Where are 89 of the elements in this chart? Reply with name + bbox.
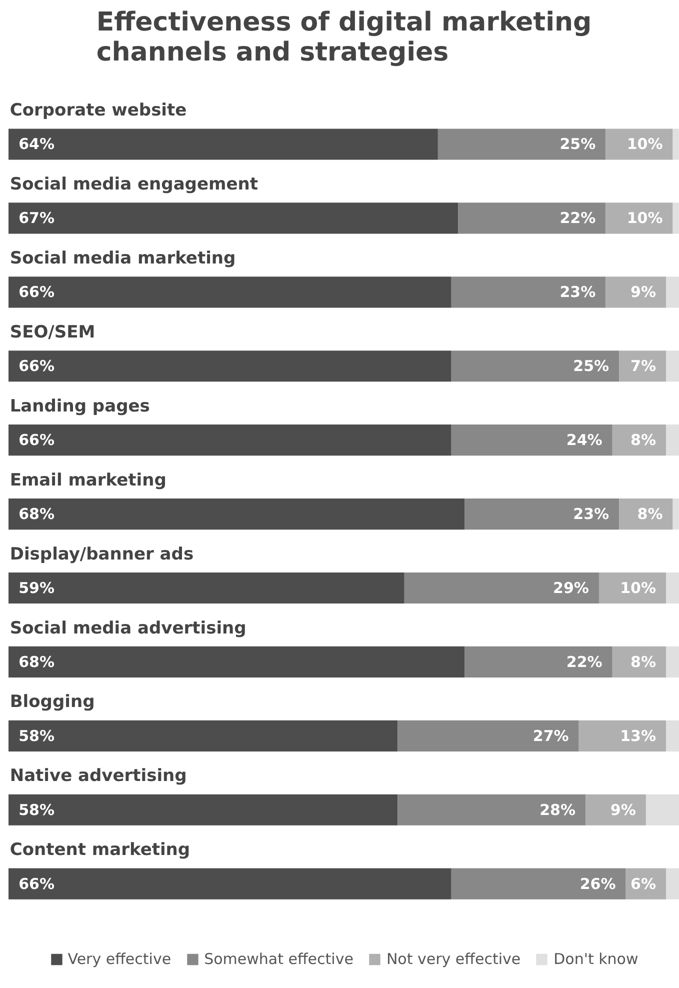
bar	[578, 720, 666, 752]
bar	[8, 350, 452, 382]
bar	[619, 350, 666, 382]
data-label: 66%	[18, 874, 54, 893]
bar	[451, 424, 612, 456]
bar	[606, 202, 673, 234]
data-label: 26%	[580, 874, 616, 893]
data-label: 27%	[532, 726, 569, 745]
bar	[666, 424, 679, 456]
bar	[451, 868, 626, 900]
data-label: 13%	[620, 726, 656, 745]
y-tick-label: Native advertising	[10, 766, 187, 786]
bar	[438, 128, 606, 160]
bar	[672, 202, 679, 234]
bar	[8, 646, 465, 678]
data-label: 8%	[630, 431, 656, 450]
data-label: 10%	[626, 209, 663, 228]
bar	[666, 350, 679, 382]
bar	[8, 572, 404, 604]
y-tick-label: Social media advertising	[10, 618, 246, 638]
bar	[8, 498, 465, 530]
bar	[464, 646, 612, 678]
data-label: 66%	[18, 357, 54, 376]
bar	[666, 868, 679, 900]
bar	[666, 720, 679, 752]
y-tick-label: Email marketing	[10, 470, 166, 490]
y-tick-label: Social media marketing	[10, 248, 236, 268]
bar	[8, 276, 452, 308]
bar	[8, 128, 438, 160]
bar	[8, 720, 398, 752]
data-label: 22%	[566, 652, 602, 671]
y-tick-label: Display/banner ads	[10, 544, 194, 564]
data-label: 29%	[553, 578, 589, 597]
data-label: 25%	[560, 135, 596, 154]
legend-label: Very effective	[68, 950, 172, 968]
data-label: 59%	[18, 578, 54, 597]
y-tick-label: Corporate website	[10, 100, 187, 121]
legend-label: Not very effective	[386, 950, 521, 968]
data-label: 7%	[630, 357, 656, 376]
data-label: 10%	[620, 578, 656, 597]
data-label: 58%	[18, 800, 54, 819]
y-tick-label: Blogging	[10, 692, 95, 712]
bar	[586, 794, 646, 826]
data-label: 66%	[18, 431, 54, 450]
bar	[672, 128, 679, 160]
chart-title: Effectiveness of digital marketing channels and strategies	[96, 8, 592, 68]
data-label: 24%	[566, 431, 602, 450]
bar	[404, 572, 599, 604]
data-label: 64%	[18, 135, 54, 154]
bar	[8, 424, 452, 456]
bar	[672, 498, 679, 530]
bar	[458, 202, 606, 234]
data-label: 8%	[630, 652, 656, 671]
y-tick-label: Social media engagement	[10, 174, 258, 195]
bar	[8, 868, 452, 900]
bar	[398, 720, 579, 752]
data-label: 9%	[610, 800, 636, 819]
data-label: 68%	[18, 505, 54, 524]
bar	[666, 646, 679, 678]
legend-label: Somewhat effective	[204, 950, 354, 968]
data-label: 58%	[18, 726, 54, 745]
bar	[8, 794, 398, 826]
data-label: 66%	[18, 283, 54, 302]
bar	[646, 794, 679, 826]
legend-label: Don't know	[554, 950, 638, 968]
bar	[398, 794, 586, 826]
y-tick-label: SEO/SEM	[10, 322, 96, 342]
y-tick-label: Landing pages	[10, 396, 150, 416]
data-label: 8%	[637, 505, 663, 524]
data-label: 67%	[18, 209, 54, 228]
data-label: 68%	[18, 652, 54, 671]
bar	[606, 276, 666, 308]
bar	[451, 276, 606, 308]
bar	[464, 498, 620, 530]
bar	[666, 276, 679, 308]
y-tick-label: Content marketing	[10, 840, 190, 860]
data-label: 9%	[630, 283, 656, 302]
bar	[619, 498, 673, 530]
data-label: 22%	[560, 209, 596, 228]
data-label: 28%	[540, 800, 576, 819]
data-label: 25%	[573, 357, 610, 376]
data-label: 23%	[573, 505, 610, 524]
bar	[8, 202, 458, 234]
data-label: 6%	[630, 874, 656, 893]
bar	[606, 128, 673, 160]
bar	[666, 572, 679, 604]
bar	[451, 350, 620, 382]
data-label: 23%	[560, 283, 596, 302]
data-label: 10%	[626, 135, 663, 154]
